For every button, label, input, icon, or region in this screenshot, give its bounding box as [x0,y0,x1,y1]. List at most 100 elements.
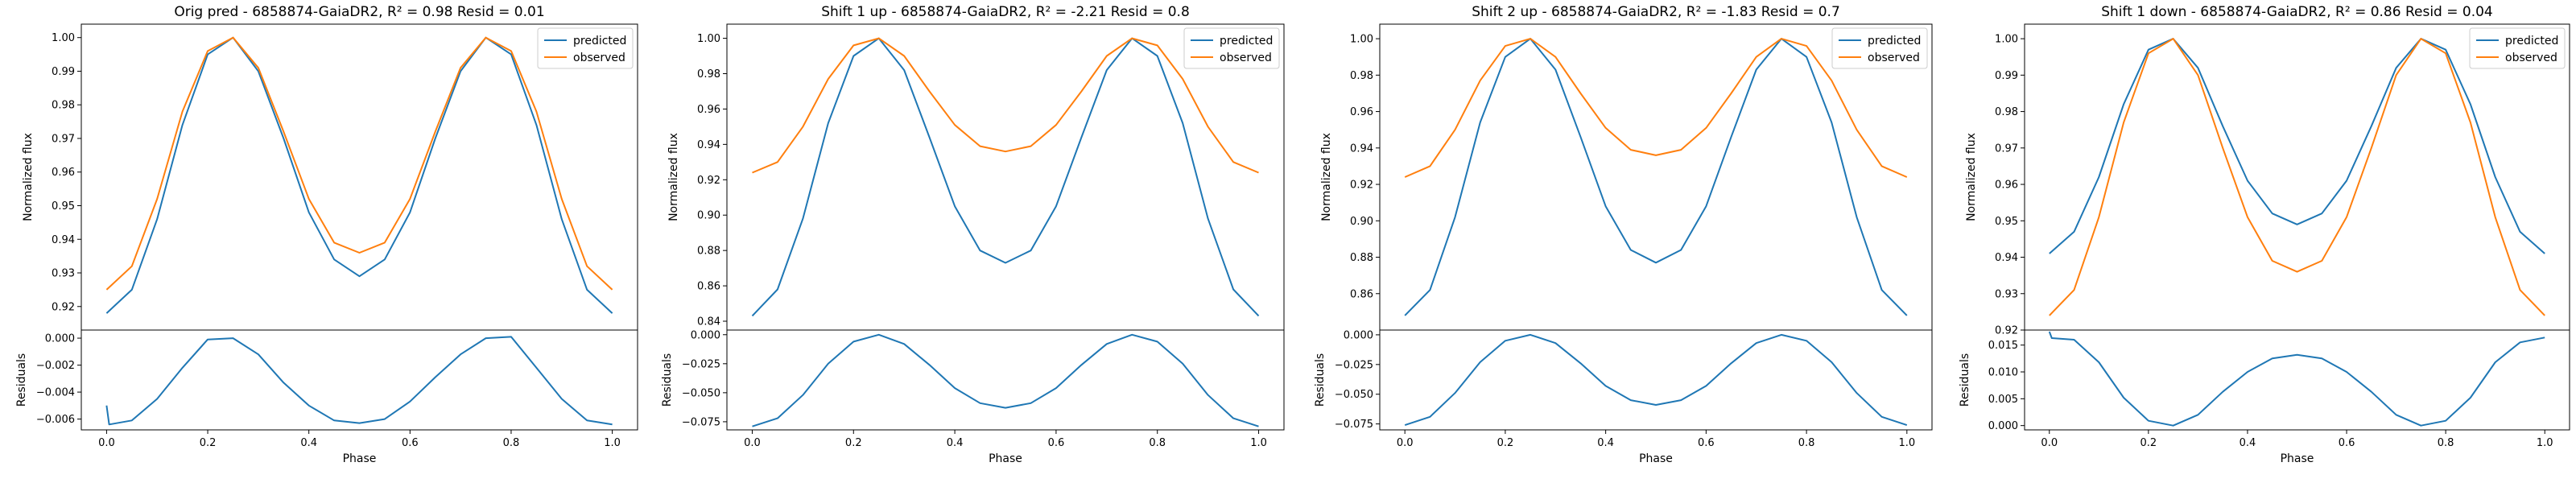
y-axis-label-bottom: Residuals [15,353,28,407]
y-tick-label: 0.96 [697,104,720,116]
y-tick-label: 0.99 [52,66,75,78]
y-tick-label: 0.88 [697,246,720,258]
y-tick-label: 0.86 [697,281,720,293]
series-line-predicted [751,37,1260,317]
y-tick-label: 0.96 [1350,106,1373,118]
y-axis-label-bottom: Residuals [661,353,674,407]
top-axes-frame [2024,23,2570,331]
legend-box [537,27,634,69]
y-tick-label: 0.96 [52,167,75,179]
y-tick-label: −0.004 [36,387,75,399]
series-line-residual [752,333,1259,427]
x-tick-label: 0.2 [200,437,217,449]
y-tick-label: −0.025 [1335,359,1373,371]
x-tick-label: 0.6 [1698,437,1715,449]
legend-entry-observed: observed [1868,52,1920,64]
series-line-predicted [105,36,613,314]
x-tick-label: 1.0 [1250,437,1267,449]
y-tick-label: 1.00 [1995,34,2018,46]
y-tick-label: 0.94 [697,139,720,151]
y-axis-label-bottom: Residuals [1314,353,1327,407]
chart-panel-2: Shift 1 up - 6858874-GaiaDR2, R² = -2.21… [661,4,1285,465]
legend-entry-observed: observed [573,52,625,64]
series-line-observed [105,36,613,291]
chart-title: Shift 1 up - 6858874-GaiaDR2, R² = -2.21… [821,4,1190,20]
series-line-observed [752,37,1259,174]
y-tick-label: −0.002 [36,360,75,372]
x-axis-label: Phase [2281,452,2314,465]
y-axis-label-top: Normalized flux [22,133,35,221]
legend-entry-observed: observed [2505,52,2557,64]
y-tick-label: 0.95 [1995,216,2018,228]
y-tick-label: 0.98 [697,68,720,80]
y-axis-label-top: Normalized flux [667,133,680,221]
x-tick-label: 0.4 [2240,437,2256,449]
y-tick-label: 0.94 [1350,142,1373,155]
y-axis-label-bottom: Residuals [1959,353,1971,407]
bottom-axes-frame [1379,329,1933,431]
legend-box [1183,27,1280,69]
chart-panel-4: Shift 1 down - 6858874-GaiaDR2, R² = 0.8… [1959,4,2570,465]
legend-entry-predicted: predicted [573,35,626,47]
x-tick-label: 0.0 [1397,437,1414,449]
series-line-residual [105,336,613,426]
y-tick-label: 0.97 [1995,142,2018,155]
x-tick-label: 0.2 [845,437,862,449]
legend: predicted observed [1183,27,1280,69]
chart-panel-1: Orig pred - 6858874-GaiaDR2, R² = 0.98 R… [15,4,638,465]
y-tick-label: 0.93 [1995,288,2018,300]
x-tick-label: 0.8 [2438,437,2454,449]
y-tick-label: −0.050 [1335,389,1373,401]
x-tick-label: 0.2 [2140,437,2157,449]
y-tick-label: 0.84 [697,316,720,328]
legend-entry-observed: observed [1220,52,1272,64]
x-axis-label: Phase [343,452,377,465]
bottom-axes-frame [726,329,1285,431]
legend-box [1831,27,1928,69]
y-tick-label: 0.92 [1995,325,2018,337]
series-line-predicted [1404,38,1908,316]
series-line-residual [1404,333,1908,427]
y-tick-label: 0.97 [52,133,75,145]
y-tick-label: 0.96 [1995,180,2018,192]
legend-entry-predicted: predicted [1220,35,1273,47]
legend-box [2469,27,2566,69]
y-tick-label: 0.92 [697,175,720,187]
series-line-observed [1404,38,1908,178]
y-tick-label: −0.025 [682,358,720,370]
y-tick-label: 0.000 [45,333,75,345]
y-axis-label-top: Normalized flux [1965,133,1978,221]
y-tick-label: 0.92 [1350,180,1373,192]
x-tick-label: 0.0 [744,437,761,449]
y-tick-label: 0.98 [1350,70,1373,82]
x-tick-label: 0.8 [1798,437,1815,449]
legend: predicted observed [537,27,634,69]
bottom-axes-frame [2024,329,2570,431]
legend: predicted observed [2469,27,2566,69]
x-tick-label: 0.8 [1149,437,1166,449]
chart-panel-3: Shift 2 up - 6858874-GaiaDR2, R² = -1.83… [1314,4,1933,465]
y-tick-label: 0.90 [697,210,720,222]
top-axes-frame [726,23,1285,331]
x-tick-label: 0.4 [1597,437,1614,449]
y-axis-label-top: Normalized flux [1320,133,1333,221]
x-axis-label: Phase [1639,452,1673,465]
series-line-observed [2049,38,2545,316]
x-tick-label: 1.0 [2537,437,2553,449]
y-tick-label: −0.050 [682,387,720,399]
top-axes-frame [80,23,638,331]
y-tick-label: 1.00 [52,32,75,44]
chart-title: Shift 1 down - 6858874-GaiaDR2, R² = 0.8… [2101,4,2493,20]
series-line-residual [2048,331,2545,427]
x-tick-label: 0.2 [1497,437,1514,449]
x-tick-label: 0.4 [300,437,317,449]
x-tick-label: 1.0 [1898,437,1915,449]
y-tick-label: 1.00 [697,33,720,45]
y-tick-label: 0.95 [52,200,75,213]
legend: predicted observed [1831,27,1928,69]
y-tick-label: 0.93 [52,268,75,280]
chart-title: Orig pred - 6858874-GaiaDR2, R² = 0.98 R… [174,4,544,20]
x-axis-label: Phase [989,452,1022,465]
y-tick-label: −0.006 [36,414,75,426]
x-tick-label: 0.6 [402,437,419,449]
